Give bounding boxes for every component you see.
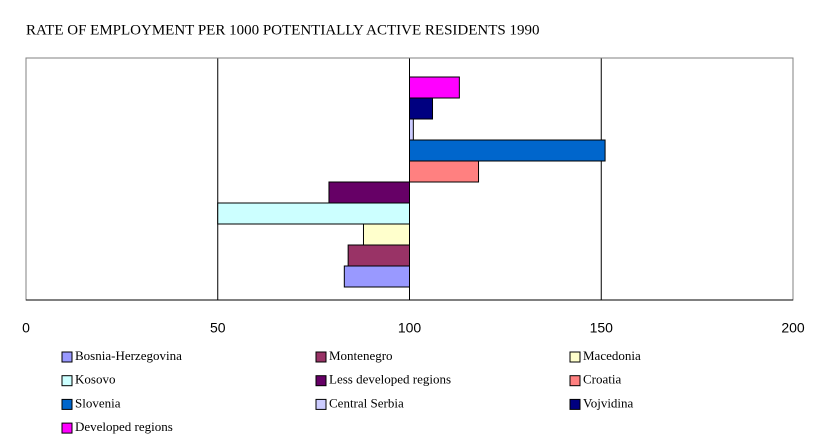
legend-swatch	[569, 351, 581, 363]
bar	[217, 202, 410, 225]
legend-label: Vojvidina	[583, 395, 634, 410]
x-tick-label: 150	[590, 320, 614, 336]
legend-label: Kosovo	[75, 372, 115, 387]
legend-swatch	[315, 351, 327, 363]
legend-label: Croatia	[583, 372, 621, 387]
legend-swatch	[61, 351, 73, 363]
x-tick-label: 200	[781, 320, 805, 336]
legend-swatch	[61, 422, 73, 434]
legend-swatch	[61, 375, 73, 387]
chart-title: RATE OF EMPLOYMENT PER 1000 POTENTIALLY …	[26, 22, 540, 38]
bar	[343, 265, 410, 288]
legend-label: Bosnia-Herzegovina	[75, 348, 182, 363]
x-tick-label: 100	[398, 320, 422, 336]
legend-swatch	[315, 375, 327, 387]
legend-swatch	[61, 398, 73, 410]
x-tick-label: 50	[210, 320, 226, 336]
legend-swatch	[569, 375, 581, 387]
legend-label: Macedonia	[583, 348, 641, 363]
bar	[347, 244, 411, 267]
legend-swatch	[569, 398, 581, 410]
legend-label: Less developed regions	[329, 372, 451, 387]
bar	[328, 181, 410, 204]
bar	[409, 76, 460, 99]
bar	[409, 97, 434, 120]
bar	[409, 118, 414, 141]
bar	[409, 160, 480, 183]
legend-label: Central Serbia	[329, 395, 404, 410]
legend-label: Slovenia	[75, 395, 121, 410]
legend-swatch	[315, 398, 327, 410]
bar	[409, 139, 606, 162]
x-tick-label: 0	[22, 320, 30, 336]
legend-label: Developed regions	[75, 419, 173, 434]
legend-label: Montenegro	[329, 348, 393, 363]
bar	[362, 223, 411, 246]
